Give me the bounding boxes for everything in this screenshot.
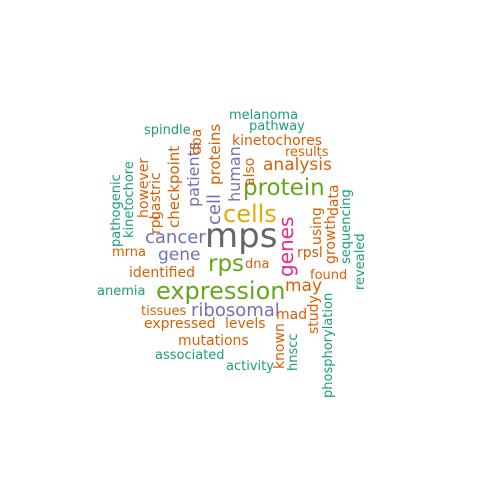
word-hnscc: hnscc (286, 333, 301, 371)
word-ribosomal: ribosomal (191, 300, 280, 321)
word-expression: expression (156, 277, 286, 305)
word-anemia: anemia (97, 284, 146, 299)
word-rps: rps (208, 251, 245, 277)
word-associated: associated (155, 348, 225, 363)
word-tissues: tissues (141, 304, 187, 319)
word-mrna: mrna (112, 245, 146, 260)
word-found: found (310, 268, 348, 283)
word-rpl: rpl (148, 215, 164, 234)
word-study: study (306, 295, 322, 334)
word-dba: dba (189, 128, 205, 155)
word-results: results (285, 145, 329, 160)
word-kinetochore: kinetochore (122, 161, 137, 238)
word-genes: genes (274, 216, 298, 277)
word-checkpoint: checkpoint (165, 145, 183, 228)
word-pathway: pathway (249, 119, 305, 134)
word-levels: levels (225, 316, 266, 332)
word-known: known (272, 323, 288, 369)
word-analysis: analysis (263, 155, 332, 175)
word-also: also (242, 157, 258, 186)
word-using: using (309, 207, 325, 245)
word-mps: mps (205, 216, 278, 256)
word-sequencing: sequencing (339, 189, 354, 264)
word-proteins: proteins (206, 123, 224, 185)
word-expressed: expressed (144, 316, 216, 332)
word-gastric: gastric (148, 172, 164, 220)
word-gene: gene (158, 245, 201, 265)
word-protein: protein (243, 175, 325, 201)
word-cells: cells (223, 200, 277, 228)
word-may: may (285, 276, 323, 296)
word-growth: growth (323, 215, 339, 264)
word-rpsl: rpsl (297, 245, 323, 261)
word-revealed: revealed (353, 233, 368, 290)
word-dna: dna (245, 257, 270, 272)
word-human: human (225, 146, 244, 202)
word-cancer: cancer (145, 227, 206, 248)
word-kinetochores: kinetochores (232, 133, 323, 149)
word-mad: mad (276, 307, 308, 323)
word-mutations: mutations (178, 333, 249, 349)
word-spindle: spindle (144, 123, 191, 138)
word-identified: identified (129, 265, 195, 281)
word-melanoma: melanoma (229, 108, 299, 123)
word-cell: cell (204, 194, 225, 225)
word-activity: activity (226, 359, 274, 374)
word-phosphorylation: phosphorylation (321, 292, 336, 398)
